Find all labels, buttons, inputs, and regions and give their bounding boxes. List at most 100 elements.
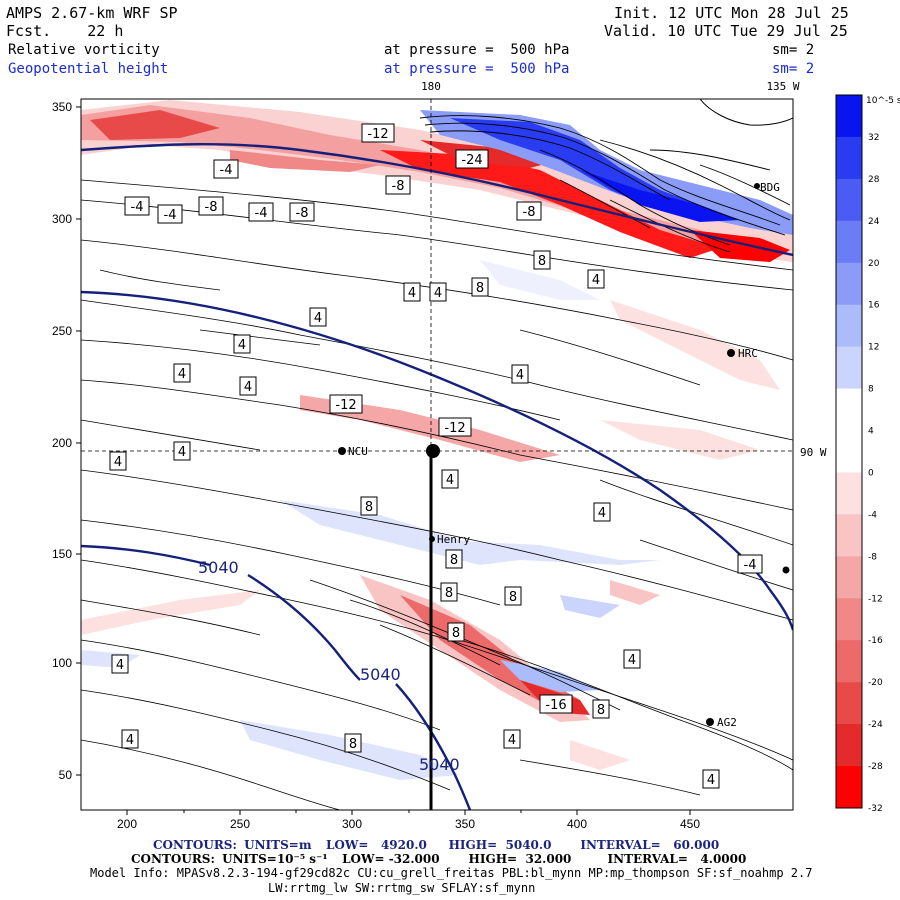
vorticity-negative-label: -8 xyxy=(296,206,309,221)
field1-level: at pressure = 500 hPa xyxy=(384,42,570,58)
longitude-labels: 180 135 W 90 W xyxy=(421,80,827,459)
vorticity-contours xyxy=(81,179,793,810)
vorticity-positive-label: 4 xyxy=(707,773,715,788)
lon-label-180: 180 xyxy=(421,80,441,93)
colorbar-swatch xyxy=(836,346,862,389)
vorticity-negative-label: -4 xyxy=(255,206,268,221)
colorbar-unit: 10^-5 s^-1 xyxy=(866,96,900,106)
vorticity-negative-label-box xyxy=(213,159,239,179)
vorticity-positive-label-box xyxy=(533,250,551,270)
stations: NCU Henry HRC BDG AG2 xyxy=(338,181,790,729)
axis-labels: 200 250 300 350 400 450 350 300 250 200 … xyxy=(52,100,700,831)
cross-section-marker xyxy=(426,444,440,458)
vorticity-negative-label: -8 xyxy=(205,200,218,215)
colorbar-tick-label: -8 xyxy=(868,552,877,562)
vorticity-positive-label-box xyxy=(403,282,421,302)
vorticity-negative-label-box xyxy=(198,196,224,216)
station-dot-hrc xyxy=(727,349,735,357)
field2-name: Geopotential height xyxy=(8,61,169,77)
init-time: Init. 12 UTC Mon 28 Jul 25 xyxy=(614,4,849,22)
vorticity-positive-label: 8 xyxy=(349,737,357,752)
vorticity-positive-label-box xyxy=(121,729,139,749)
colorbar-swatch xyxy=(836,388,862,431)
vorticity-positive-label-box xyxy=(445,549,463,569)
colorbar-tick-label: 0 xyxy=(868,469,874,479)
vorticity-negative-label-box xyxy=(539,694,573,714)
vorticity-positive-label-box xyxy=(503,729,521,749)
axis-ticks xyxy=(76,106,691,815)
vorticity-positive-label: 4 xyxy=(116,658,124,673)
colorbar-tick-label: -24 xyxy=(868,720,883,730)
vorticity-negative-label-box xyxy=(361,123,395,143)
height-label: 5040 xyxy=(419,755,460,774)
field2-smoothing: sm= 2 xyxy=(772,61,815,77)
y-tick-label: 150 xyxy=(52,547,72,561)
height-label: 5040 xyxy=(360,665,401,684)
vorticity-labels: 4 4 4 4 4 4 4 4 4 4 4 4 4 4 4 4 4 8 8 8 8 8 8 8 8 8 -4 -4 -4 -4 -4 -8 -8… xyxy=(109,123,763,789)
height-label: 5040 xyxy=(198,558,239,577)
vorticity-negative-label-box xyxy=(124,196,150,216)
colorbar-tick-label: 4 xyxy=(868,427,874,437)
field1-name: Relative vorticity xyxy=(8,42,160,58)
vorticity-negative-label-box xyxy=(289,202,315,222)
colorbar-tick-label: 12 xyxy=(868,343,879,353)
vorticity-positive-label-box xyxy=(429,282,447,302)
colorbar-swatch xyxy=(836,556,862,599)
vorticity-negative-label: -8 xyxy=(392,179,405,194)
vorticity-positive-label: 8 xyxy=(476,281,484,296)
vorticity-positive-label-box xyxy=(504,586,522,606)
vorticity-positive-label: 4 xyxy=(446,473,454,488)
colorbar-swatch xyxy=(836,598,862,641)
vorticity-positive-label: 4 xyxy=(178,367,186,382)
colorbar-swatch xyxy=(836,640,862,683)
x-tick-label: 400 xyxy=(567,817,587,831)
station-label-ncu: NCU xyxy=(348,445,368,458)
vorticity-positive-label: 8 xyxy=(597,703,605,718)
footer-vorticity-contours: CONTOURS: UNITS=10⁻⁵ s⁻¹ LOW= -32.000 HI… xyxy=(131,852,747,866)
vorticity-positive-label: 8 xyxy=(365,500,373,515)
station-label-ag2: AG2 xyxy=(717,716,737,729)
colorbar-swatch xyxy=(836,136,862,180)
vorticity-positive-label-box xyxy=(623,649,641,669)
colorbar-swatch xyxy=(836,514,862,557)
vorticity-positive-label: 4 xyxy=(178,445,186,460)
x-tick-label: 250 xyxy=(230,817,250,831)
colorbar-tick-label: 8 xyxy=(868,385,874,395)
model-title: AMPS 2.67-km WRF SP xyxy=(6,4,178,22)
footer-model-info-2: LW:rrtmg_lw SW:rrtmg_sw SFLAY:sf_mynn xyxy=(268,881,536,895)
vorticity-positive-label: 4 xyxy=(508,733,516,748)
station-dot-ncu xyxy=(338,447,346,455)
height-contour-labels: 5040 5040 5040 xyxy=(198,558,460,774)
colorbar-tick-label: 20 xyxy=(868,259,880,269)
x-tick-label: 200 xyxy=(117,817,137,831)
colorbar-tick-label: -12 xyxy=(868,594,883,604)
vorticity-positive-label: 4 xyxy=(126,733,134,748)
vorticity-positive-label: 4 xyxy=(314,311,322,326)
vorticity-positive-label-box xyxy=(173,363,191,383)
vorticity-positive-label-box xyxy=(173,441,191,461)
station-label-henry: Henry xyxy=(437,533,470,546)
colorbar-swatch xyxy=(836,766,862,809)
vorticity-positive-label: 8 xyxy=(445,586,453,601)
colorbar-frame xyxy=(835,94,863,809)
vorticity-negative-label-box xyxy=(157,204,183,224)
height-contours xyxy=(81,143,793,810)
vorticity-negative-label: -8 xyxy=(523,205,536,220)
vorticity-positive-label: 4 xyxy=(238,338,246,353)
vorticity-positive-label: 4 xyxy=(598,506,606,521)
vorticity-positive-label: 4 xyxy=(628,653,636,668)
footer-height-contours: CONTOURS: UNITS=m LOW= 4920.0 HIGH= 5040… xyxy=(153,838,720,852)
station-dot-henry xyxy=(429,536,435,542)
vorticity-positive-label-box xyxy=(587,269,605,289)
colorbar-tick-label: -4 xyxy=(868,510,877,520)
vorticity-positive-label-box xyxy=(592,699,610,719)
vorticity-positive-label-box xyxy=(440,582,458,602)
y-tick-label: 250 xyxy=(52,324,72,338)
vorticity-positive-label-box xyxy=(111,654,129,674)
vorticity-positive-label-box xyxy=(109,451,127,471)
colorbar-tick-label: 24 xyxy=(868,217,880,227)
vorticity-negative-label: -4 xyxy=(744,558,757,573)
vorticity-positive-label: 4 xyxy=(408,286,416,301)
station-dot-bdg xyxy=(754,183,760,189)
y-tick-label: 300 xyxy=(52,212,72,226)
